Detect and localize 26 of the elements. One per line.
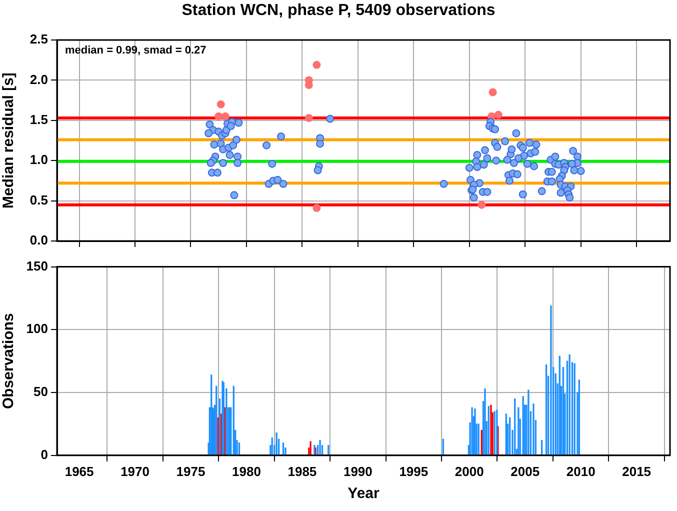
x-tick-label: 1990 (343, 464, 372, 479)
y-tick-label: 1.0 (30, 152, 48, 168)
chart-title: Station WCN, phase P, 5409 observations (180, 2, 496, 20)
x-tick-label: 1985 (288, 464, 317, 479)
x-tick-label: 1975 (176, 464, 206, 479)
y-tick-label: 2.5 (30, 32, 48, 47)
y-tick-label: 2.0 (30, 72, 48, 87)
y-tick-label: 0.0 (30, 232, 48, 248)
y-tick-label: 1.5 (30, 112, 48, 127)
annotation: median = 0.99, smad = 0.27 (65, 44, 206, 57)
y-axis-title: Median residual [s] (0, 72, 18, 208)
x-tick-label: 2015 (622, 464, 652, 479)
x-tick-label: 2010 (566, 464, 596, 479)
y-tick-label: 150 (26, 258, 48, 274)
x-tick-label: 1970 (120, 464, 150, 479)
y-tick-label: 50 (34, 384, 48, 400)
x-axis-title: Year (348, 485, 380, 502)
y-axis-title: Observations (0, 313, 18, 410)
x-tick-label: 2000 (454, 464, 484, 479)
y-tick-label: 0 (40, 446, 48, 462)
x-tick-label: 2005 (510, 464, 540, 479)
x-tick-label: 1980 (232, 464, 261, 479)
y-tick-label: 0.5 (30, 192, 48, 208)
y-tick-label: 100 (26, 321, 48, 336)
x-tick-label: 1995 (399, 464, 428, 479)
x-tick-label: 1965 (64, 464, 94, 479)
